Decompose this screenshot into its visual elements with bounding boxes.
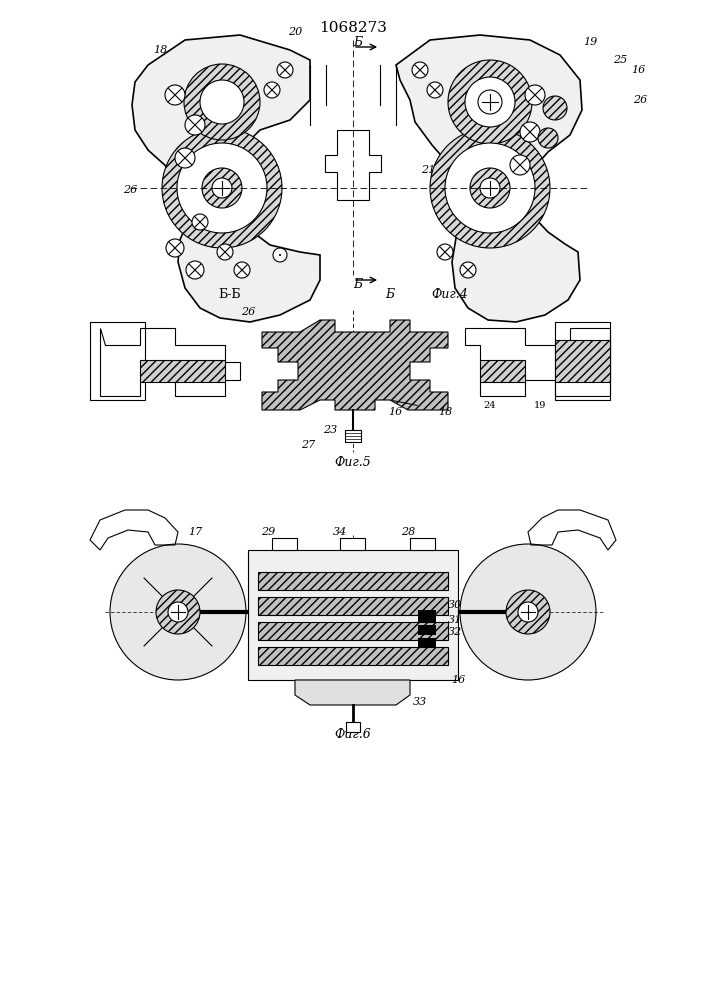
Bar — [480, 360, 525, 382]
Text: 18: 18 — [438, 407, 452, 417]
Polygon shape — [100, 328, 240, 396]
Bar — [258, 647, 448, 665]
Circle shape — [212, 178, 232, 198]
Bar — [418, 625, 436, 635]
Circle shape — [538, 128, 558, 148]
Circle shape — [520, 122, 540, 142]
Circle shape — [478, 90, 502, 114]
Circle shape — [518, 602, 538, 622]
Circle shape — [162, 128, 282, 248]
Circle shape — [110, 544, 246, 680]
Circle shape — [273, 248, 287, 262]
Bar — [258, 572, 448, 590]
Bar — [555, 322, 610, 400]
Text: 16: 16 — [388, 407, 402, 417]
Polygon shape — [465, 328, 610, 396]
Circle shape — [427, 82, 443, 98]
Text: Б: Б — [354, 35, 363, 48]
Text: 25: 25 — [613, 55, 627, 65]
Text: Фиг.6: Фиг.6 — [334, 728, 371, 742]
Polygon shape — [132, 35, 320, 322]
Text: Фиг.4: Фиг.4 — [432, 288, 468, 302]
Text: 33: 33 — [413, 697, 427, 707]
Text: 19: 19 — [534, 400, 547, 410]
Circle shape — [192, 214, 208, 230]
Circle shape — [465, 77, 515, 127]
Circle shape — [217, 244, 233, 260]
Circle shape — [185, 115, 205, 135]
Text: 26: 26 — [123, 185, 137, 195]
Text: Б: Б — [385, 288, 395, 302]
Circle shape — [184, 64, 260, 140]
Polygon shape — [262, 320, 448, 410]
Text: 27: 27 — [301, 440, 315, 450]
Circle shape — [448, 60, 532, 144]
Polygon shape — [345, 430, 361, 442]
Circle shape — [279, 254, 281, 256]
Bar — [418, 610, 436, 622]
Text: 28: 28 — [401, 527, 415, 537]
Text: Фиг.5: Фиг.5 — [334, 456, 371, 468]
Circle shape — [470, 168, 510, 208]
Circle shape — [460, 262, 476, 278]
Text: 20: 20 — [288, 27, 302, 37]
Text: 26: 26 — [241, 307, 255, 317]
Circle shape — [202, 168, 242, 208]
Bar — [90, 322, 145, 400]
Text: 34: 34 — [333, 527, 347, 537]
Text: 23: 23 — [323, 425, 337, 435]
Circle shape — [543, 96, 567, 120]
Text: 24: 24 — [484, 400, 496, 410]
Circle shape — [525, 85, 545, 105]
Circle shape — [165, 85, 185, 105]
Polygon shape — [396, 35, 582, 322]
Circle shape — [437, 244, 453, 260]
Circle shape — [264, 82, 280, 98]
Text: 32: 32 — [448, 627, 462, 637]
Bar — [340, 538, 365, 550]
Polygon shape — [346, 722, 360, 732]
Bar — [248, 550, 458, 680]
Circle shape — [510, 155, 530, 175]
Text: 18: 18 — [153, 45, 167, 55]
Circle shape — [430, 128, 550, 248]
Text: 19: 19 — [583, 37, 597, 47]
Text: Б-Б: Б-Б — [218, 288, 241, 302]
Circle shape — [156, 590, 200, 634]
Text: 17: 17 — [188, 527, 202, 537]
Circle shape — [506, 590, 550, 634]
Circle shape — [234, 262, 250, 278]
Text: 16: 16 — [631, 65, 645, 75]
Circle shape — [175, 148, 195, 168]
Circle shape — [445, 143, 535, 233]
Text: 26: 26 — [633, 95, 647, 105]
Text: Б: Б — [354, 278, 363, 292]
Bar — [272, 538, 297, 550]
Bar — [258, 597, 448, 615]
Circle shape — [177, 143, 267, 233]
Bar — [140, 360, 225, 382]
Circle shape — [277, 62, 293, 78]
Polygon shape — [325, 130, 381, 200]
Polygon shape — [295, 680, 410, 705]
Bar — [555, 340, 610, 382]
Circle shape — [186, 261, 204, 279]
Bar — [418, 638, 436, 648]
Circle shape — [200, 80, 244, 124]
Text: 29: 29 — [261, 527, 275, 537]
Circle shape — [166, 239, 184, 257]
Text: 16: 16 — [451, 675, 465, 685]
Circle shape — [168, 602, 188, 622]
Bar — [410, 538, 435, 550]
Text: 30: 30 — [448, 600, 462, 610]
Text: 21: 21 — [421, 165, 435, 175]
Circle shape — [412, 62, 428, 78]
Text: 31: 31 — [448, 615, 462, 625]
Bar — [258, 622, 448, 640]
Text: 1068273: 1068273 — [319, 21, 387, 35]
Circle shape — [460, 544, 596, 680]
Circle shape — [480, 178, 500, 198]
